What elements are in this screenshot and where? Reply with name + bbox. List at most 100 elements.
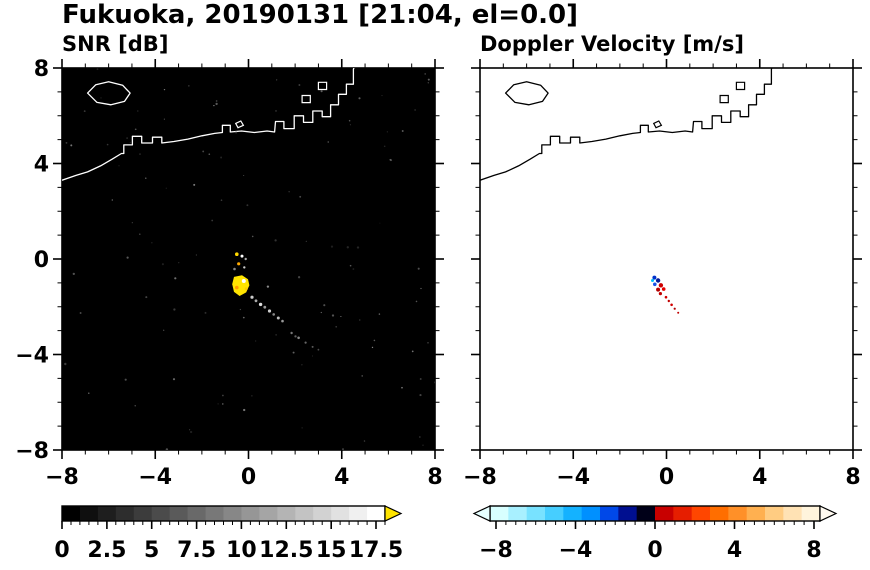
- figure-title: Fukuoka, 20190131 [21:04, el=0.0]: [62, 0, 579, 30]
- noise-speckle: [124, 378, 127, 381]
- noise-speckle: [242, 316, 245, 319]
- noise-speckle: [419, 436, 421, 438]
- noise-speckle: [126, 256, 129, 259]
- noise-speckle: [163, 88, 166, 91]
- velocity-panel-title: Doppler Velocity [m/s]: [480, 32, 744, 56]
- noise-speckle: [139, 233, 141, 235]
- noise-speckle: [294, 335, 297, 338]
- x-tick-label: 8: [845, 465, 860, 490]
- noise-speckle: [299, 195, 302, 198]
- colorbar-segment: [295, 506, 314, 521]
- colorbar-tick-label: 7.5: [177, 538, 216, 563]
- noise-speckle: [217, 403, 219, 405]
- snr-echo-dot: [237, 262, 241, 266]
- noise-speckle: [118, 165, 120, 167]
- coastline-islet: [719, 94, 729, 104]
- noise-speckle: [331, 314, 335, 317]
- noise-speckle: [361, 375, 363, 377]
- noise-speckle: [363, 440, 366, 442]
- noise-speckle: [401, 130, 404, 132]
- snr-echo-dot: [254, 299, 258, 303]
- velocity-echo-dot: [651, 279, 654, 282]
- noise-speckle: [427, 82, 429, 84]
- noise-speckle: [419, 378, 422, 380]
- noise-speckle: [134, 405, 136, 407]
- noise-speckle: [414, 109, 416, 111]
- colorbar-tick-label: 17.5: [349, 538, 403, 563]
- velocity-echo-dot: [673, 307, 676, 310]
- noise-speckle: [330, 245, 334, 248]
- colorbar-tick-label: −8: [479, 538, 513, 563]
- noise-speckle: [373, 339, 376, 342]
- noise-speckle: [234, 131, 238, 134]
- noise-speckle: [386, 131, 388, 133]
- snr-echo-dot: [244, 287, 248, 291]
- noise-speckle: [335, 325, 338, 328]
- noise-speckle: [381, 95, 383, 97]
- colorbar-segment: [746, 506, 766, 521]
- noise-speckle: [427, 78, 430, 81]
- noise-speckle: [222, 394, 224, 397]
- noise-speckle: [239, 308, 242, 311]
- noise-speckle: [72, 272, 75, 276]
- coastline-islet: [735, 81, 746, 91]
- noise-speckle: [111, 199, 113, 201]
- noise-speckle: [139, 153, 141, 155]
- colorbar-segment: [691, 506, 711, 521]
- noise-speckle: [178, 262, 180, 264]
- noise-speckle: [379, 222, 381, 224]
- snr-echo-dot: [250, 295, 254, 299]
- noise-speckle: [298, 84, 301, 86]
- colorbar-segment: [801, 506, 821, 521]
- noise-speckle: [172, 378, 176, 381]
- colorbar-segment: [545, 506, 564, 521]
- colorbar-segment: [710, 506, 729, 521]
- noise-speckle: [417, 267, 420, 270]
- noise-speckle: [83, 110, 86, 113]
- colorbar-segment: [313, 506, 332, 521]
- noise-speckle: [342, 448, 344, 450]
- velocity-echo-dot: [661, 287, 666, 291]
- noise-speckle: [288, 191, 290, 193]
- snr-echo-dot: [258, 302, 263, 307]
- noise-speckle: [165, 187, 167, 189]
- noise-speckle: [433, 381, 435, 384]
- noise-speckle: [251, 395, 253, 397]
- colorbar-segment: [187, 506, 207, 521]
- colorbar-right-arrow: [819, 505, 838, 522]
- colorbar-segment: [600, 506, 619, 521]
- noise-speckle: [204, 311, 207, 314]
- colorbar-segment: [673, 506, 693, 521]
- noise-speckle: [79, 312, 82, 314]
- x-tick-label: −8: [463, 465, 497, 490]
- colorbar-segment: [581, 506, 601, 521]
- noise-speckle: [352, 268, 355, 270]
- y-tick-label: 0: [34, 248, 49, 273]
- noise-speckle: [301, 427, 303, 429]
- colorbar-segment: [79, 506, 99, 521]
- velocity-echo-dot: [667, 299, 670, 303]
- colorbar-segment: [241, 506, 260, 521]
- noise-speckle: [208, 153, 211, 156]
- coastline-islet: [317, 81, 328, 91]
- velocity-echo-dot: [658, 283, 664, 288]
- snr-echo-dot: [235, 285, 239, 290]
- noise-speckle: [70, 144, 73, 147]
- noise-speckle: [348, 119, 351, 122]
- noise-speckle: [292, 351, 295, 354]
- noise-speckle: [305, 240, 307, 243]
- snr-echo-dot: [317, 348, 320, 351]
- noise-speckle: [427, 342, 429, 344]
- snr-echo-dot: [233, 267, 236, 271]
- noise-speckle: [266, 285, 270, 288]
- x-tick-label: −8: [45, 465, 79, 490]
- noise-speckle: [349, 264, 352, 267]
- colorbar-segment: [367, 506, 386, 521]
- vel-plot-content: [480, 68, 773, 314]
- colorbar-segment: [655, 506, 674, 521]
- colorbar-segment: [331, 506, 350, 521]
- noise-speckle: [320, 311, 322, 314]
- snr-echo-dot: [272, 313, 276, 316]
- noise-speckle: [213, 104, 215, 107]
- colorbar-segment: [133, 506, 153, 521]
